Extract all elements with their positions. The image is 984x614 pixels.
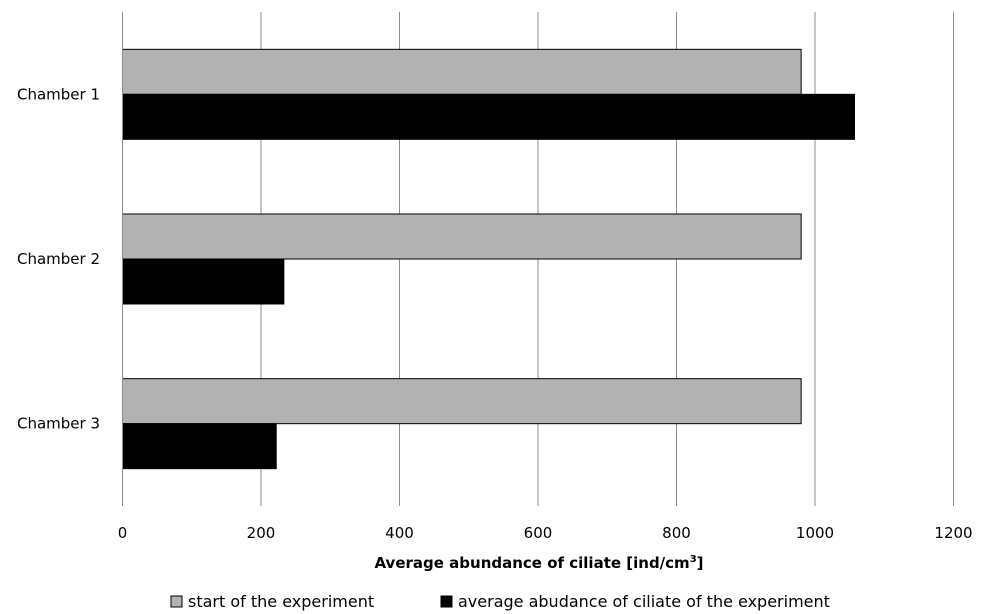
x-tick-label-1000: 1000 bbox=[796, 524, 834, 542]
bars bbox=[122, 48, 855, 470]
bar-start-chamber-1 bbox=[122, 48, 802, 95]
category-label-chamber-3: Chamber 3 bbox=[17, 415, 100, 433]
x-tick-label-0: 0 bbox=[118, 524, 128, 542]
legend-swatch-average bbox=[440, 595, 453, 608]
bar-average-chamber-3 bbox=[122, 423, 277, 470]
legend-swatch-start bbox=[170, 595, 183, 608]
x-axis-title-superscript: 3 bbox=[690, 554, 697, 565]
bar-start-chamber-2 bbox=[122, 213, 802, 260]
x-tick-label-400: 400 bbox=[385, 524, 414, 542]
legend-label-start: start of the experiment bbox=[188, 592, 374, 611]
category-labels: Chamber 1 Chamber 2 Chamber 3 bbox=[17, 85, 100, 432]
legend-label-average: average abudance of ciliate of the exper… bbox=[458, 592, 830, 611]
x-tick-labels: 0 200 400 600 800 1000 1200 bbox=[118, 524, 973, 542]
x-axis-title: Average abundance of ciliate [ind/cm3] bbox=[374, 554, 703, 572]
category-label-chamber-1: Chamber 1 bbox=[17, 85, 100, 103]
x-tick-label-800: 800 bbox=[662, 524, 691, 542]
x-tick-label-200: 200 bbox=[247, 524, 276, 542]
legend: start of the experiment average abudance … bbox=[170, 592, 830, 611]
category-label-chamber-2: Chamber 2 bbox=[17, 250, 100, 268]
bar-average-chamber-2 bbox=[122, 258, 285, 305]
x-tick-label-1200: 1200 bbox=[934, 524, 972, 542]
bar-average-chamber-1 bbox=[122, 93, 855, 140]
bar-start-chamber-3 bbox=[122, 378, 802, 425]
x-tick-label-600: 600 bbox=[524, 524, 553, 542]
